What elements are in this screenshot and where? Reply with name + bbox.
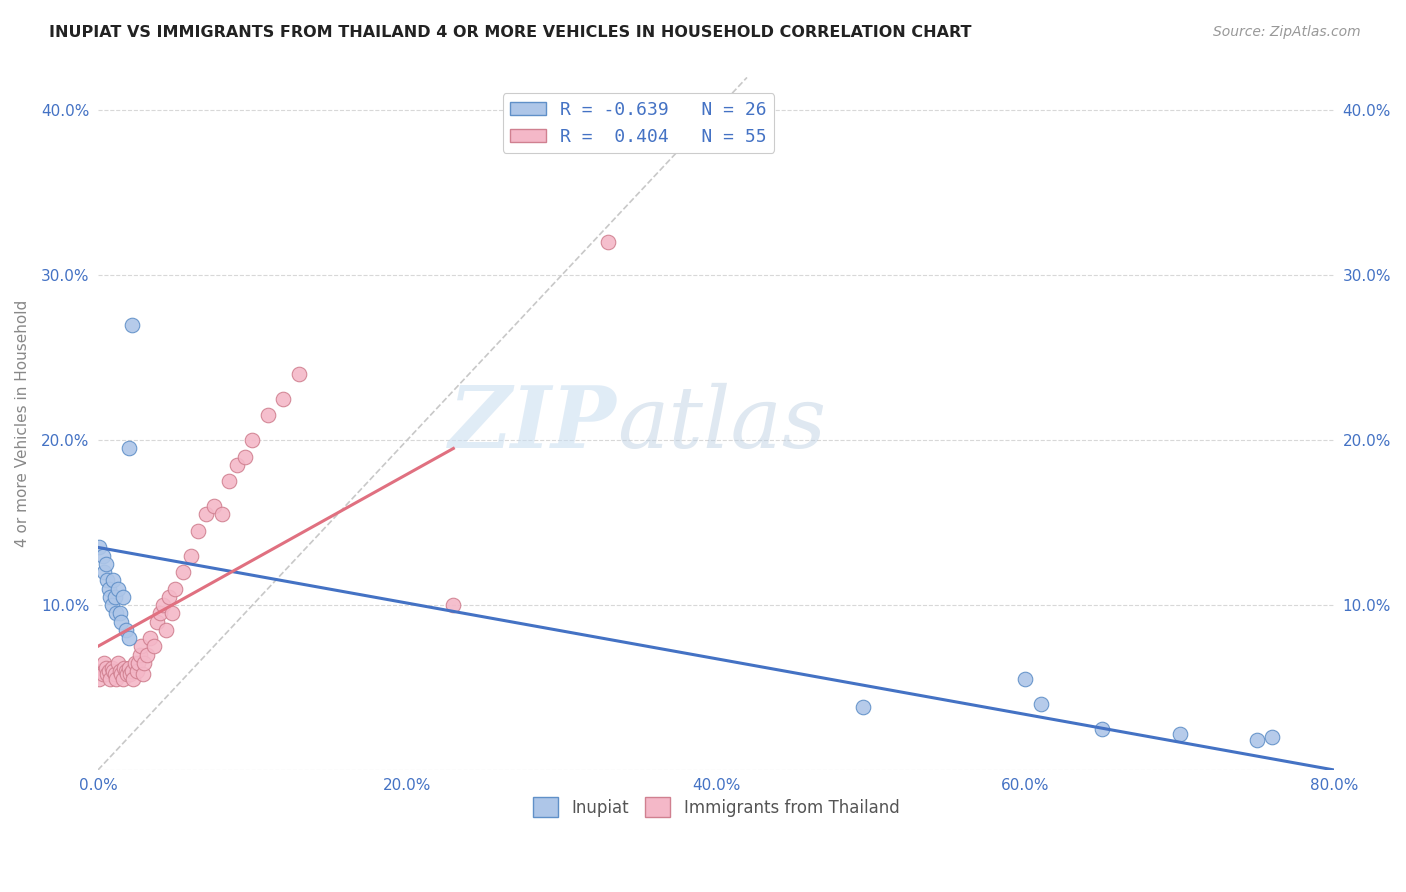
Point — [125, 664, 148, 678]
Point — [104, 667, 127, 681]
Point — [157, 590, 180, 604]
Point — [129, 640, 152, 654]
Point — [288, 368, 311, 382]
Point — [1246, 733, 1268, 747]
Point — [1091, 722, 1114, 736]
Point — [111, 590, 134, 604]
Point — [118, 661, 141, 675]
Y-axis label: 4 or more Vehicles in Household: 4 or more Vehicles in Household — [15, 300, 30, 548]
Point — [97, 582, 120, 596]
Point — [136, 648, 159, 662]
Point — [852, 700, 875, 714]
Point — [90, 664, 112, 678]
Point — [1029, 697, 1052, 711]
Point — [226, 458, 249, 472]
Text: ZIP: ZIP — [450, 382, 617, 466]
Point — [91, 667, 114, 681]
Point — [120, 667, 142, 681]
Point — [139, 631, 162, 645]
Text: INUPIAT VS IMMIGRANTS FROM THAILAND 4 OR MORE VEHICLES IN HOUSEHOLD CORRELATION : INUPIAT VS IMMIGRANTS FROM THAILAND 4 OR… — [49, 25, 972, 40]
Point — [122, 673, 145, 687]
Point — [121, 318, 143, 332]
Point — [101, 661, 124, 675]
Point — [96, 667, 118, 681]
Point — [103, 574, 125, 588]
Point — [273, 392, 295, 406]
Point — [1261, 730, 1284, 744]
Point — [257, 409, 280, 423]
Point — [111, 673, 134, 687]
Point — [112, 661, 135, 675]
Point — [155, 623, 177, 637]
Point — [96, 574, 118, 588]
Point — [218, 475, 240, 489]
Point — [180, 549, 202, 563]
Point — [93, 565, 115, 579]
Point — [118, 442, 141, 456]
Point — [110, 667, 132, 681]
Point — [98, 673, 121, 687]
Point — [91, 549, 114, 563]
Point — [114, 623, 136, 637]
Point — [1168, 727, 1191, 741]
Point — [124, 656, 146, 670]
Point — [110, 615, 132, 629]
Point — [242, 434, 264, 448]
Point — [93, 656, 115, 670]
Legend: Inupiat, Immigrants from Thailand: Inupiat, Immigrants from Thailand — [526, 790, 905, 824]
Point — [152, 598, 174, 612]
Point — [165, 582, 187, 596]
Point — [1014, 673, 1036, 687]
Point — [121, 664, 143, 678]
Point — [441, 598, 464, 612]
Point — [107, 656, 129, 670]
Point — [142, 640, 165, 654]
Point — [89, 673, 111, 687]
Point — [127, 656, 149, 670]
Point — [118, 631, 141, 645]
Point — [114, 664, 136, 678]
Point — [98, 590, 121, 604]
Point — [195, 508, 218, 522]
Point — [132, 667, 155, 681]
Point — [117, 667, 139, 681]
Point — [105, 607, 128, 621]
Point — [211, 508, 233, 522]
Point — [97, 664, 120, 678]
Point — [149, 607, 172, 621]
Point — [89, 541, 111, 555]
Point — [172, 565, 194, 579]
Point — [233, 450, 256, 464]
Point — [596, 235, 619, 250]
Text: atlas: atlas — [617, 383, 827, 465]
Point — [103, 664, 125, 678]
Point — [160, 607, 183, 621]
Point — [94, 661, 117, 675]
Point — [128, 648, 150, 662]
Point — [134, 656, 156, 670]
Point — [187, 524, 209, 538]
Point — [101, 598, 124, 612]
Point — [108, 607, 131, 621]
Point — [104, 590, 127, 604]
Point — [202, 499, 225, 513]
Point — [107, 582, 129, 596]
Point — [94, 557, 117, 571]
Point — [145, 615, 167, 629]
Text: Source: ZipAtlas.com: Source: ZipAtlas.com — [1213, 25, 1361, 39]
Point — [108, 664, 131, 678]
Point — [105, 673, 128, 687]
